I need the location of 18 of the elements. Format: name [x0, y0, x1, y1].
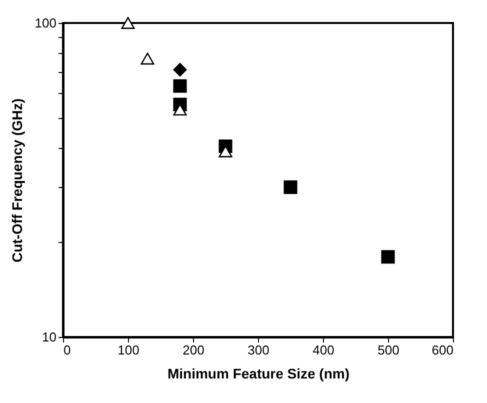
x-tick-label: 600	[432, 342, 454, 358]
y-tick-label: 10	[42, 330, 56, 344]
y-axis-title: Cut-Off Frequency (GHz)	[8, 98, 25, 263]
point	[121, 17, 135, 29]
point	[284, 180, 298, 194]
point	[140, 52, 154, 65]
x-tick-label: 400	[312, 342, 334, 358]
x-tick-label: 200	[182, 342, 204, 358]
x-tick-label: 500	[378, 342, 400, 358]
point	[218, 145, 232, 158]
point	[173, 62, 187, 76]
x-axis-title: Minimum Feature Size (nm)	[167, 366, 350, 382]
x-tick-label: 100	[118, 342, 140, 358]
point	[173, 104, 187, 116]
point	[173, 79, 187, 93]
x-tick-label: 0	[64, 342, 71, 358]
x-tick-label: 300	[248, 342, 270, 358]
point	[381, 250, 395, 264]
